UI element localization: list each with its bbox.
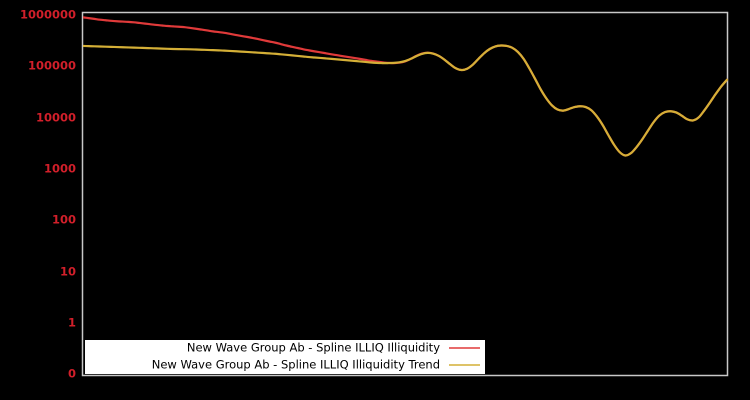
y-tick-label: 100000: [28, 59, 76, 73]
plot-frame: [81, 11, 729, 377]
series-layer: [83, 16, 728, 157]
y-tick-label: 1: [68, 316, 76, 330]
y-tick-label: 10: [60, 265, 76, 279]
series-line-illiquidity-trend: [83, 44, 728, 157]
chart-legend: New Wave Group Ab - Spline ILLIQ Illiqui…: [85, 340, 485, 374]
y-tick-label: 1000: [44, 162, 76, 176]
y-tick-label: 100: [52, 213, 76, 227]
y-tick-label: 1000000: [20, 8, 76, 22]
y-tick-label: 10000: [36, 111, 76, 125]
legend-background: [85, 340, 485, 374]
legend-label-illiquidity-trend: New Wave Group Ab - Spline ILLIQ Illiqui…: [152, 358, 440, 372]
y-axis-tick-labels: 1000000 100000 10000 1000 100 10 1 0: [20, 8, 76, 381]
legend-label-illiquidity: New Wave Group Ab - Spline ILLIQ Illiqui…: [187, 341, 440, 355]
y-tick-label: 0: [68, 367, 76, 381]
